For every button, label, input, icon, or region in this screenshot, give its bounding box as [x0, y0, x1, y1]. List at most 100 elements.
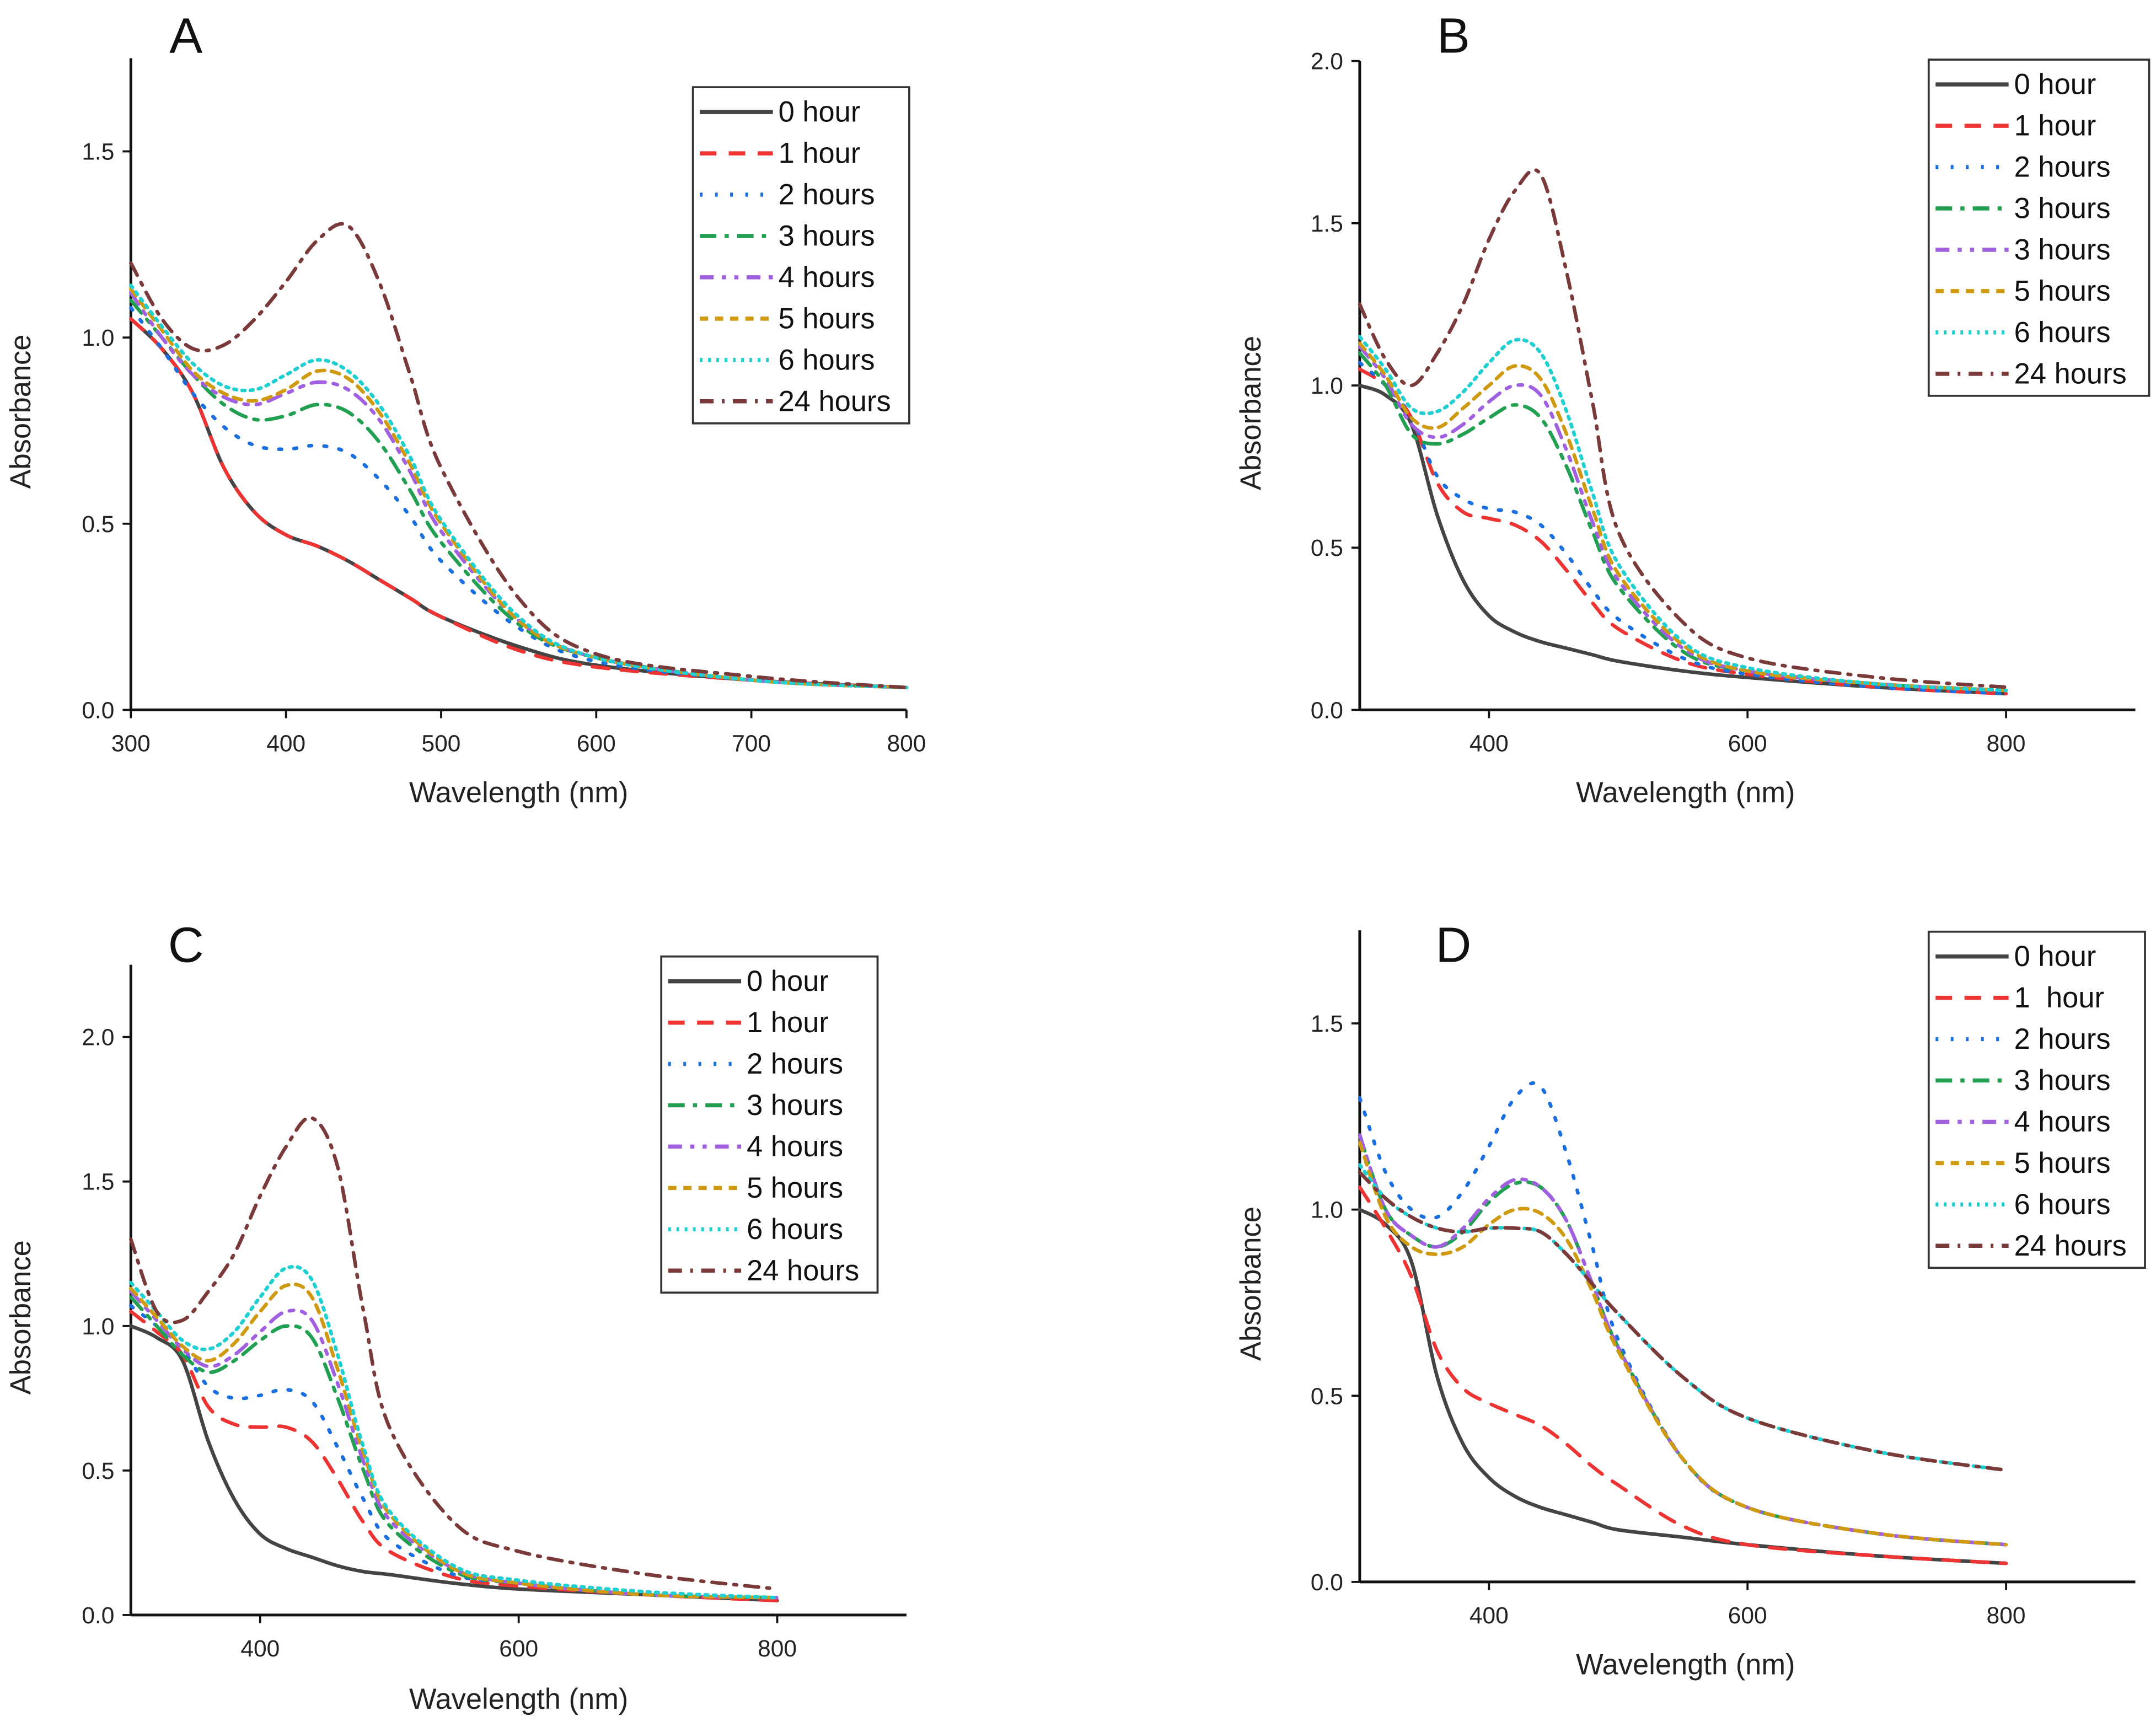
- legend-label: 0 hour: [2014, 941, 2096, 973]
- legend-box: [691, 86, 910, 425]
- legend-label: 24 hours: [2014, 358, 2127, 390]
- legend-label: 0 hour: [747, 966, 829, 997]
- y-tick-label: 1.0: [1311, 373, 1343, 399]
- legend-label: 6 hours: [2014, 317, 2111, 348]
- y-tick-label: 1.0: [82, 325, 114, 351]
- legend-label: 3 hours: [2014, 1065, 2111, 1097]
- x-tick-label: 600: [577, 730, 616, 756]
- legend-label: 0 hour: [2014, 69, 2096, 101]
- x-tick-label: 500: [422, 730, 461, 756]
- y-tick-label: 0.0: [82, 1602, 114, 1628]
- panel-label: D: [1435, 918, 1471, 973]
- legend-label: 3 hours: [2014, 192, 2111, 224]
- y-axis-label: Absorbance: [1235, 1206, 1267, 1361]
- x-tick-label: 800: [1987, 730, 2026, 756]
- y-tick-label: 0.0: [82, 697, 114, 723]
- x-tick-label: 400: [1469, 730, 1509, 756]
- legend-label: 5 hours: [2014, 275, 2111, 307]
- legend-label: 3 hours: [779, 220, 875, 252]
- series-line-1-hour: [1358, 1185, 2008, 1565]
- legend: 0 hour 1 hour 2 hours 3 hours 3 hours 5 hours…: [1927, 58, 2150, 397]
- legend-label: 5 hours: [747, 1172, 843, 1204]
- series-line-4-hours: [1358, 1133, 2008, 1547]
- x-axis-label: Wavelength (nm): [1576, 777, 1795, 809]
- legend-label: 24 hours: [747, 1255, 859, 1287]
- series-line-3-hours: [1358, 351, 2008, 693]
- x-axis-label: Wavelength (nm): [409, 777, 628, 809]
- y-tick-label: 0.5: [1311, 1383, 1343, 1409]
- legend-box: [1927, 930, 2146, 1269]
- legend-label: 0 hour: [779, 96, 861, 128]
- y-axis-label: Absorbance: [5, 1240, 37, 1395]
- panel-A: 300 400 500 600 700 800 0.0 0.5 1.0 1.5 Wavelength…: [5, 9, 926, 809]
- series-line-0-hour: [129, 1324, 779, 1602]
- panel-label: C: [168, 918, 204, 973]
- series-line-24-hours: [129, 222, 909, 690]
- legend-label: 1 hour: [779, 138, 861, 170]
- panel-label: B: [1437, 9, 1470, 64]
- y-tick-label: 0.5: [82, 1458, 114, 1484]
- y-axis-label: Absorbance: [1235, 336, 1267, 490]
- series-line-24-hours: [1358, 1170, 2008, 1472]
- legend-label: 6 hours: [779, 344, 875, 376]
- series-line-5-hours: [1358, 341, 2008, 693]
- legend: 0 hour 1 hour 2 hours 3 hours 4 hours 5 hours…: [691, 86, 910, 425]
- y-tick-label: 2.0: [1311, 49, 1343, 74]
- legend-label: 4 hours: [2014, 1106, 2111, 1138]
- legend: 0 hour 1 hour 2 hours 3 hours 4 hours 5 hours…: [1927, 930, 2146, 1269]
- series-line-1-hour: [129, 1310, 779, 1602]
- x-tick-label: 600: [499, 1635, 538, 1661]
- series-line-3-hours: [1358, 345, 2008, 693]
- series-line-2-hours: [1358, 1081, 2008, 1547]
- legend-label: 6 hours: [2014, 1189, 2111, 1221]
- x-axis-label: Wavelength (nm): [1576, 1649, 1795, 1681]
- legend-label: 2 hours: [2014, 1023, 2111, 1055]
- y-tick-label: 1.5: [82, 138, 114, 164]
- series-line-4-hours: [129, 1289, 779, 1600]
- series-line-6-hours: [129, 283, 909, 690]
- legend-label: 24 hours: [779, 385, 891, 417]
- series-line-3-hours: [1358, 1133, 2008, 1547]
- panel-C: 400 600 800 0.0 0.5 1.0 1.5 2.0 Wavelength (nm) A…: [5, 918, 907, 1715]
- legend-label: 1 hour: [2014, 110, 2096, 142]
- y-tick-label: 0.0: [1311, 697, 1343, 723]
- legend-label: 2 hours: [747, 1048, 843, 1080]
- x-tick-label: 600: [1728, 730, 1767, 756]
- x-tick-label: 400: [266, 730, 305, 756]
- y-tick-label: 0.5: [1311, 535, 1343, 561]
- panel-D: 400 600 800 0.0 0.5 1.0 1.5 Wavelength (nm) Abso…: [1235, 918, 2146, 1681]
- legend-label: 3 hours: [747, 1090, 843, 1122]
- legend-label: 5 hours: [2014, 1147, 2111, 1179]
- panel-label: A: [169, 9, 202, 64]
- series-line-5-hours: [1358, 1140, 2008, 1547]
- x-tick-label: 600: [1728, 1602, 1767, 1628]
- legend: 0 hour 1 hour 2 hours 3 hours 4 hours 5 hours…: [660, 955, 879, 1294]
- legend-box: [660, 955, 879, 1294]
- series-line-3-hours: [129, 1295, 779, 1600]
- legend-label: 3 hours: [2014, 234, 2111, 266]
- y-tick-label: 1.0: [82, 1313, 114, 1339]
- y-tick-label: 1.0: [1311, 1197, 1343, 1223]
- y-tick-label: 0.5: [82, 511, 114, 537]
- series-line-6-hours: [1358, 1163, 2008, 1472]
- legend-label: 4 hours: [747, 1131, 843, 1163]
- y-axis-label: Absorbance: [5, 335, 37, 489]
- x-tick-label: 400: [1469, 1602, 1509, 1628]
- y-tick-label: 1.5: [1311, 211, 1343, 237]
- series-line-6-hours: [129, 1265, 779, 1600]
- series-line-24-hours: [1358, 168, 2008, 689]
- legend-label: 1 hour: [747, 1007, 829, 1039]
- legend-label: 4 hours: [779, 261, 875, 293]
- x-tick-label: 300: [111, 730, 151, 756]
- legend-label: 6 hours: [747, 1214, 843, 1246]
- legend-box: [1927, 58, 2150, 397]
- y-tick-label: 2.0: [82, 1025, 114, 1050]
- x-tick-label: 800: [758, 1635, 797, 1661]
- series-line-1-hour: [129, 317, 909, 690]
- legend-label: 5 hours: [779, 303, 875, 335]
- y-tick-label: 1.5: [82, 1169, 114, 1195]
- x-axis-label: Wavelength (nm): [409, 1683, 628, 1715]
- series-line-0-hour: [1358, 1208, 2008, 1565]
- x-tick-label: 400: [240, 1635, 280, 1661]
